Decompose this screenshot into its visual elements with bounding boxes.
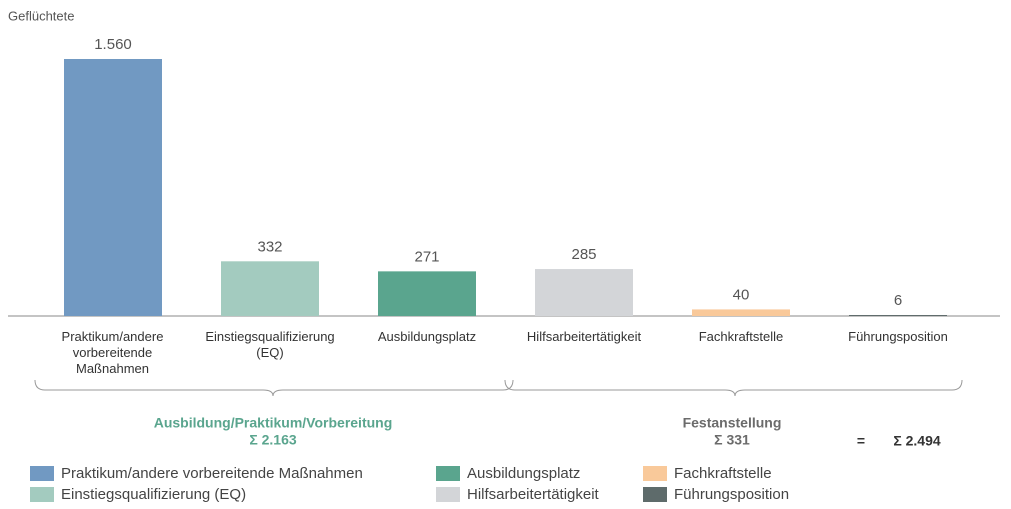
x-tick-label: Einstiegsqualifizierung (EQ)	[205, 329, 335, 360]
x-tick-label: Fachkraftstelle	[698, 329, 784, 344]
value-label: 40	[733, 286, 750, 303]
x-tick-label: Ausbildungsplatz	[377, 329, 477, 344]
group-total: Σ 2.163	[249, 432, 297, 448]
group-total: Σ 331	[714, 432, 750, 448]
bar	[692, 309, 790, 316]
legend-label: Hilfsarbeitertätigkeit	[467, 486, 600, 503]
legend-label: Praktikum/andere vorbereitende Maßnahmen	[61, 465, 363, 482]
legend-label: Führungsposition	[674, 486, 789, 503]
bar	[221, 261, 319, 316]
grand-total-sign: =	[857, 433, 865, 449]
bar	[535, 269, 633, 316]
x-tick-label: Führungsposition	[848, 329, 948, 344]
value-label: 271	[414, 248, 439, 265]
grand-total: Σ 2.494	[893, 433, 941, 449]
group-brace	[504, 379, 963, 397]
legend-label: Ausbildungsplatz	[467, 465, 580, 482]
value-label: 6	[894, 292, 902, 309]
group-name: Ausbildung/Praktikum/Vorbereitung	[154, 415, 393, 431]
legend-swatch	[30, 466, 54, 481]
legend-swatch	[30, 487, 54, 502]
legend-swatch	[643, 487, 667, 502]
bar	[849, 315, 947, 316]
bar	[378, 271, 476, 316]
value-label: 1.560	[94, 36, 132, 53]
x-tick-label: Hilfsarbeitertätigkeit	[526, 329, 642, 344]
legend-swatch	[643, 466, 667, 481]
group-name: Festanstellung	[683, 415, 782, 431]
legend-label: Fachkraftstelle	[674, 465, 772, 482]
legend-label: Einstiegsqualifizierung (EQ)	[61, 486, 246, 503]
bar	[64, 59, 162, 316]
legend-swatch	[436, 487, 460, 502]
group-brace	[34, 379, 514, 397]
legend-swatch	[436, 466, 460, 481]
value-label: 285	[571, 246, 596, 263]
value-label: 332	[257, 238, 282, 255]
y-axis-label: Geflüchtete	[8, 8, 75, 23]
x-tick-label: Praktikum/andere vorbereitende Maßnahmen	[61, 329, 164, 376]
